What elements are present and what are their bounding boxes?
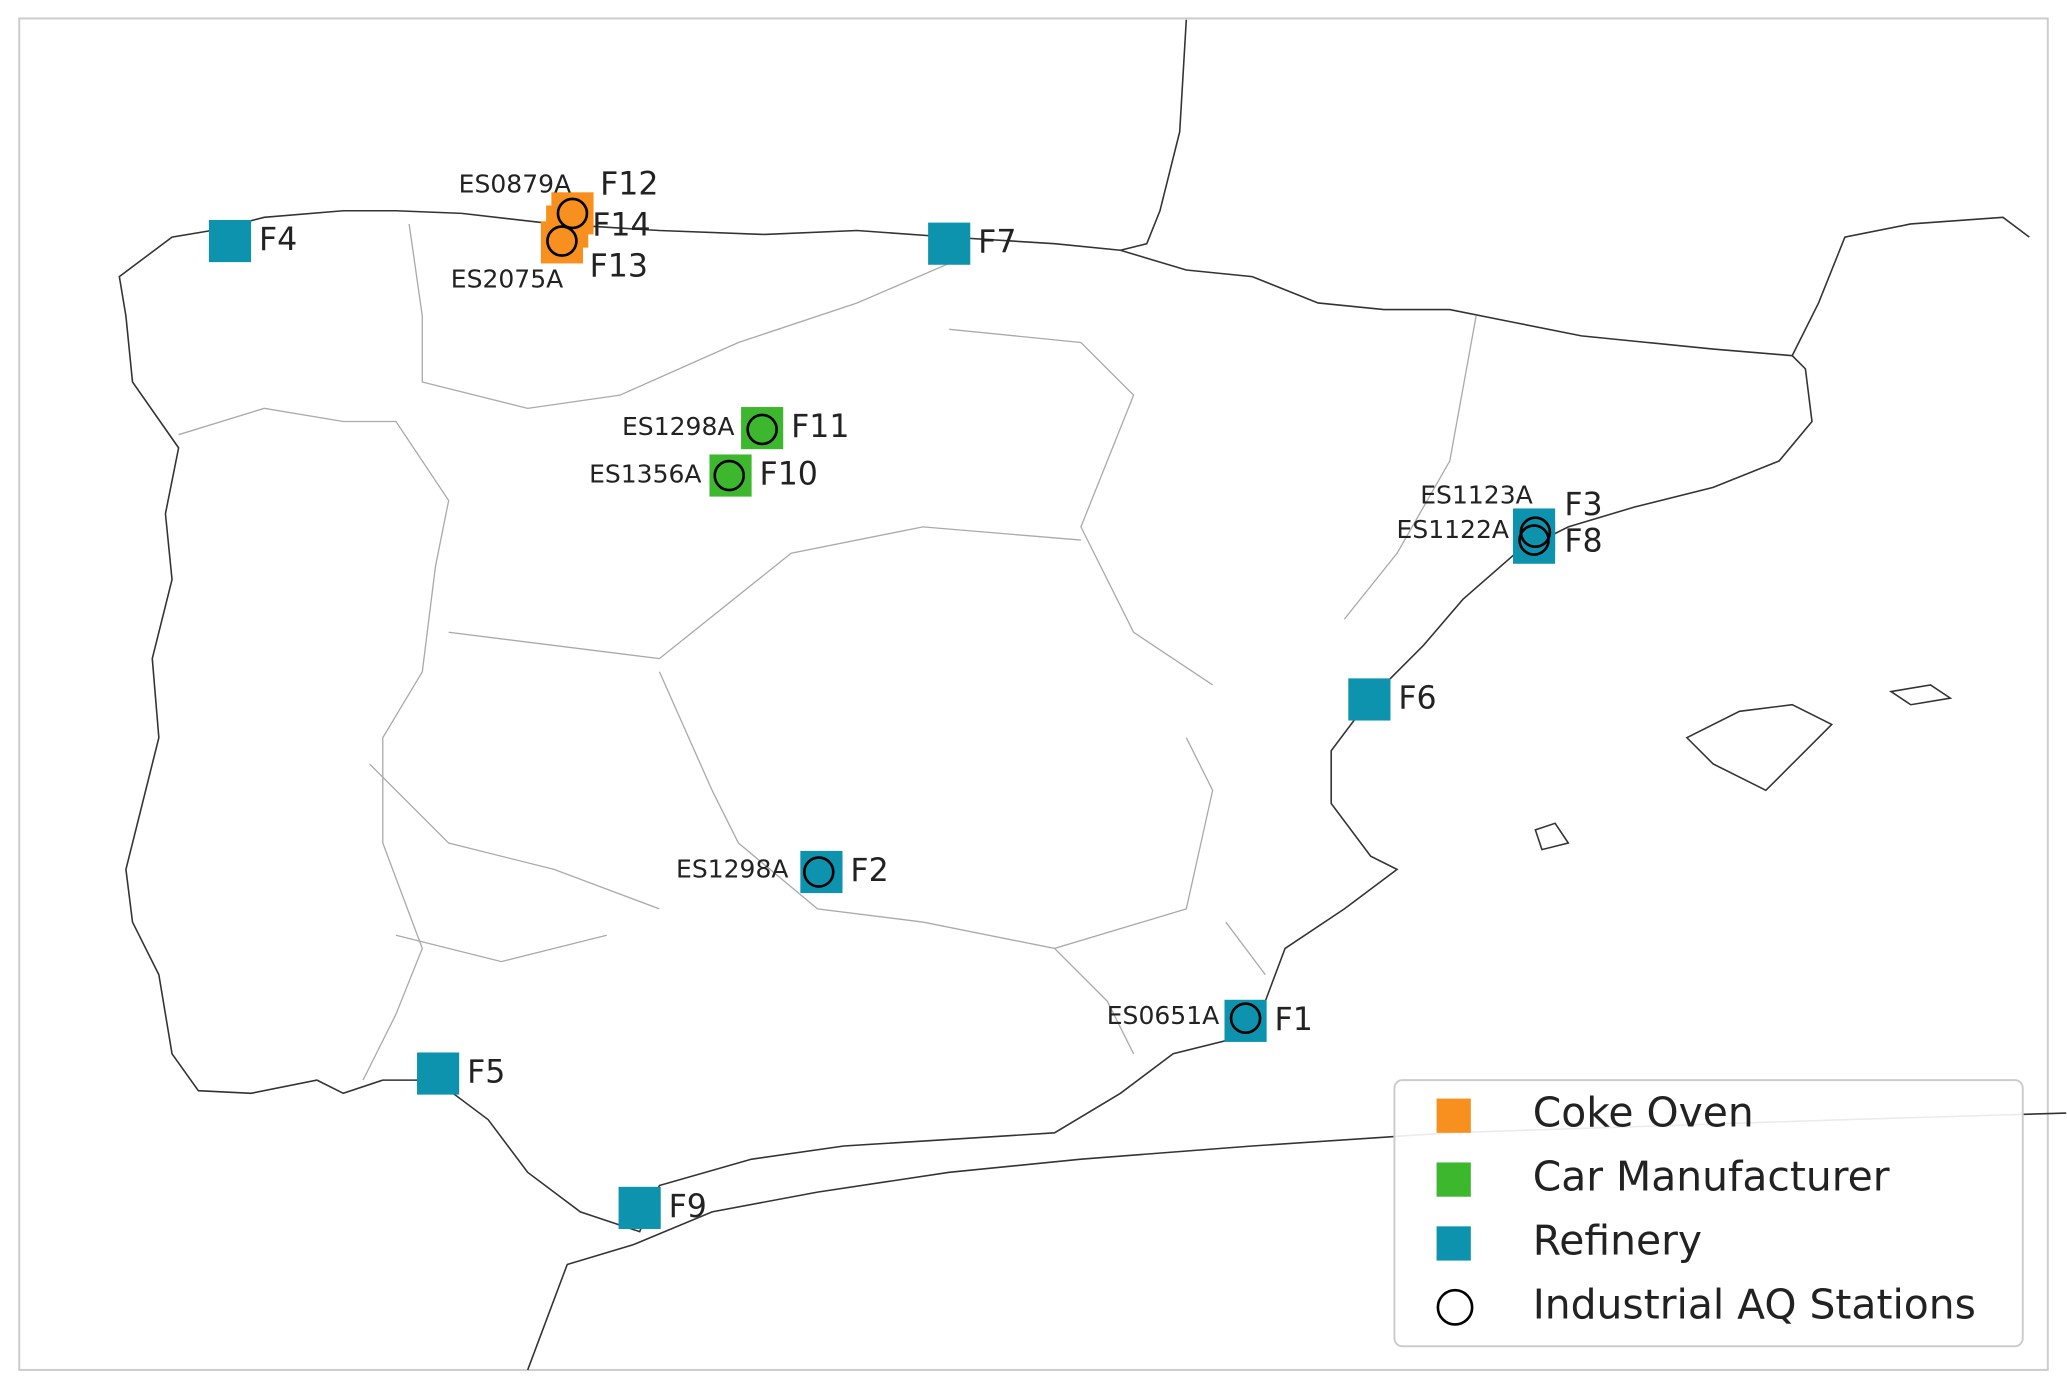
station-label: ES0879A bbox=[459, 170, 571, 199]
legend-swatch bbox=[1436, 1226, 1471, 1261]
station-label: ES0651A bbox=[1107, 1001, 1219, 1030]
balearic-islands bbox=[1534, 684, 1953, 851]
station-label: ES1123A bbox=[1420, 481, 1532, 510]
station-marker bbox=[713, 459, 746, 492]
facility-label: F10 bbox=[760, 457, 818, 493]
facility-marker bbox=[928, 222, 971, 265]
station-marker bbox=[746, 413, 778, 446]
facility-label: F12 bbox=[600, 167, 658, 203]
legend-swatch bbox=[1436, 1162, 1471, 1197]
facility-marker bbox=[417, 1052, 460, 1095]
legend-label: Industrial AQ Stations bbox=[1533, 1280, 1976, 1328]
facility-label: F5 bbox=[467, 1055, 505, 1091]
facility-label: F6 bbox=[1398, 680, 1436, 716]
facility-label: F2 bbox=[850, 853, 888, 889]
facility-label: F8 bbox=[1564, 524, 1602, 560]
markers: F1 F2 F3 F4 F5 F6 F7 F8 F9 F10 F11 F12 F13 F14 ES0879A… bbox=[208, 167, 1603, 1229]
station-marker bbox=[1229, 1002, 1262, 1035]
station-label: ES2075A bbox=[451, 265, 563, 294]
station-marker bbox=[1518, 524, 1550, 556]
legend-label: Coke Oven bbox=[1533, 1089, 1754, 1137]
legend-label: Refinery bbox=[1533, 1216, 1702, 1264]
station-marker bbox=[546, 225, 578, 257]
station-label: ES1298A bbox=[622, 412, 734, 441]
facility-label: F1 bbox=[1275, 1002, 1313, 1038]
station-marker bbox=[802, 856, 835, 888]
legend: Coke Oven Car Manufacturer Refinery Industr… bbox=[1436, 1089, 1976, 1328]
facility-marker bbox=[208, 219, 252, 263]
legend-box bbox=[1393, 1079, 2024, 1348]
facility-label: F4 bbox=[259, 222, 297, 258]
france-coastline bbox=[1120, 19, 2030, 357]
legend-swatch bbox=[1436, 1288, 1474, 1326]
facility-marker bbox=[618, 1186, 661, 1229]
station-marker bbox=[556, 197, 589, 230]
portugal-border bbox=[178, 407, 450, 1081]
facility-label: F14 bbox=[592, 208, 650, 244]
facility-label: F7 bbox=[978, 225, 1016, 261]
facility-label: F11 bbox=[791, 409, 849, 445]
station-label: ES1356A bbox=[589, 460, 701, 489]
facility-label: F9 bbox=[669, 1189, 707, 1225]
iberia-coastline bbox=[118, 209, 1813, 1233]
station-label: ES1122A bbox=[1397, 515, 1509, 544]
legend-swatch bbox=[1436, 1098, 1471, 1133]
facility-label: F13 bbox=[590, 248, 648, 284]
facility-label: F3 bbox=[1564, 487, 1602, 523]
region-borders bbox=[369, 223, 1477, 1055]
facility-marker bbox=[1348, 678, 1391, 721]
legend-label: Car Manufacturer bbox=[1533, 1153, 1890, 1201]
station-label: ES1298A bbox=[676, 855, 788, 884]
